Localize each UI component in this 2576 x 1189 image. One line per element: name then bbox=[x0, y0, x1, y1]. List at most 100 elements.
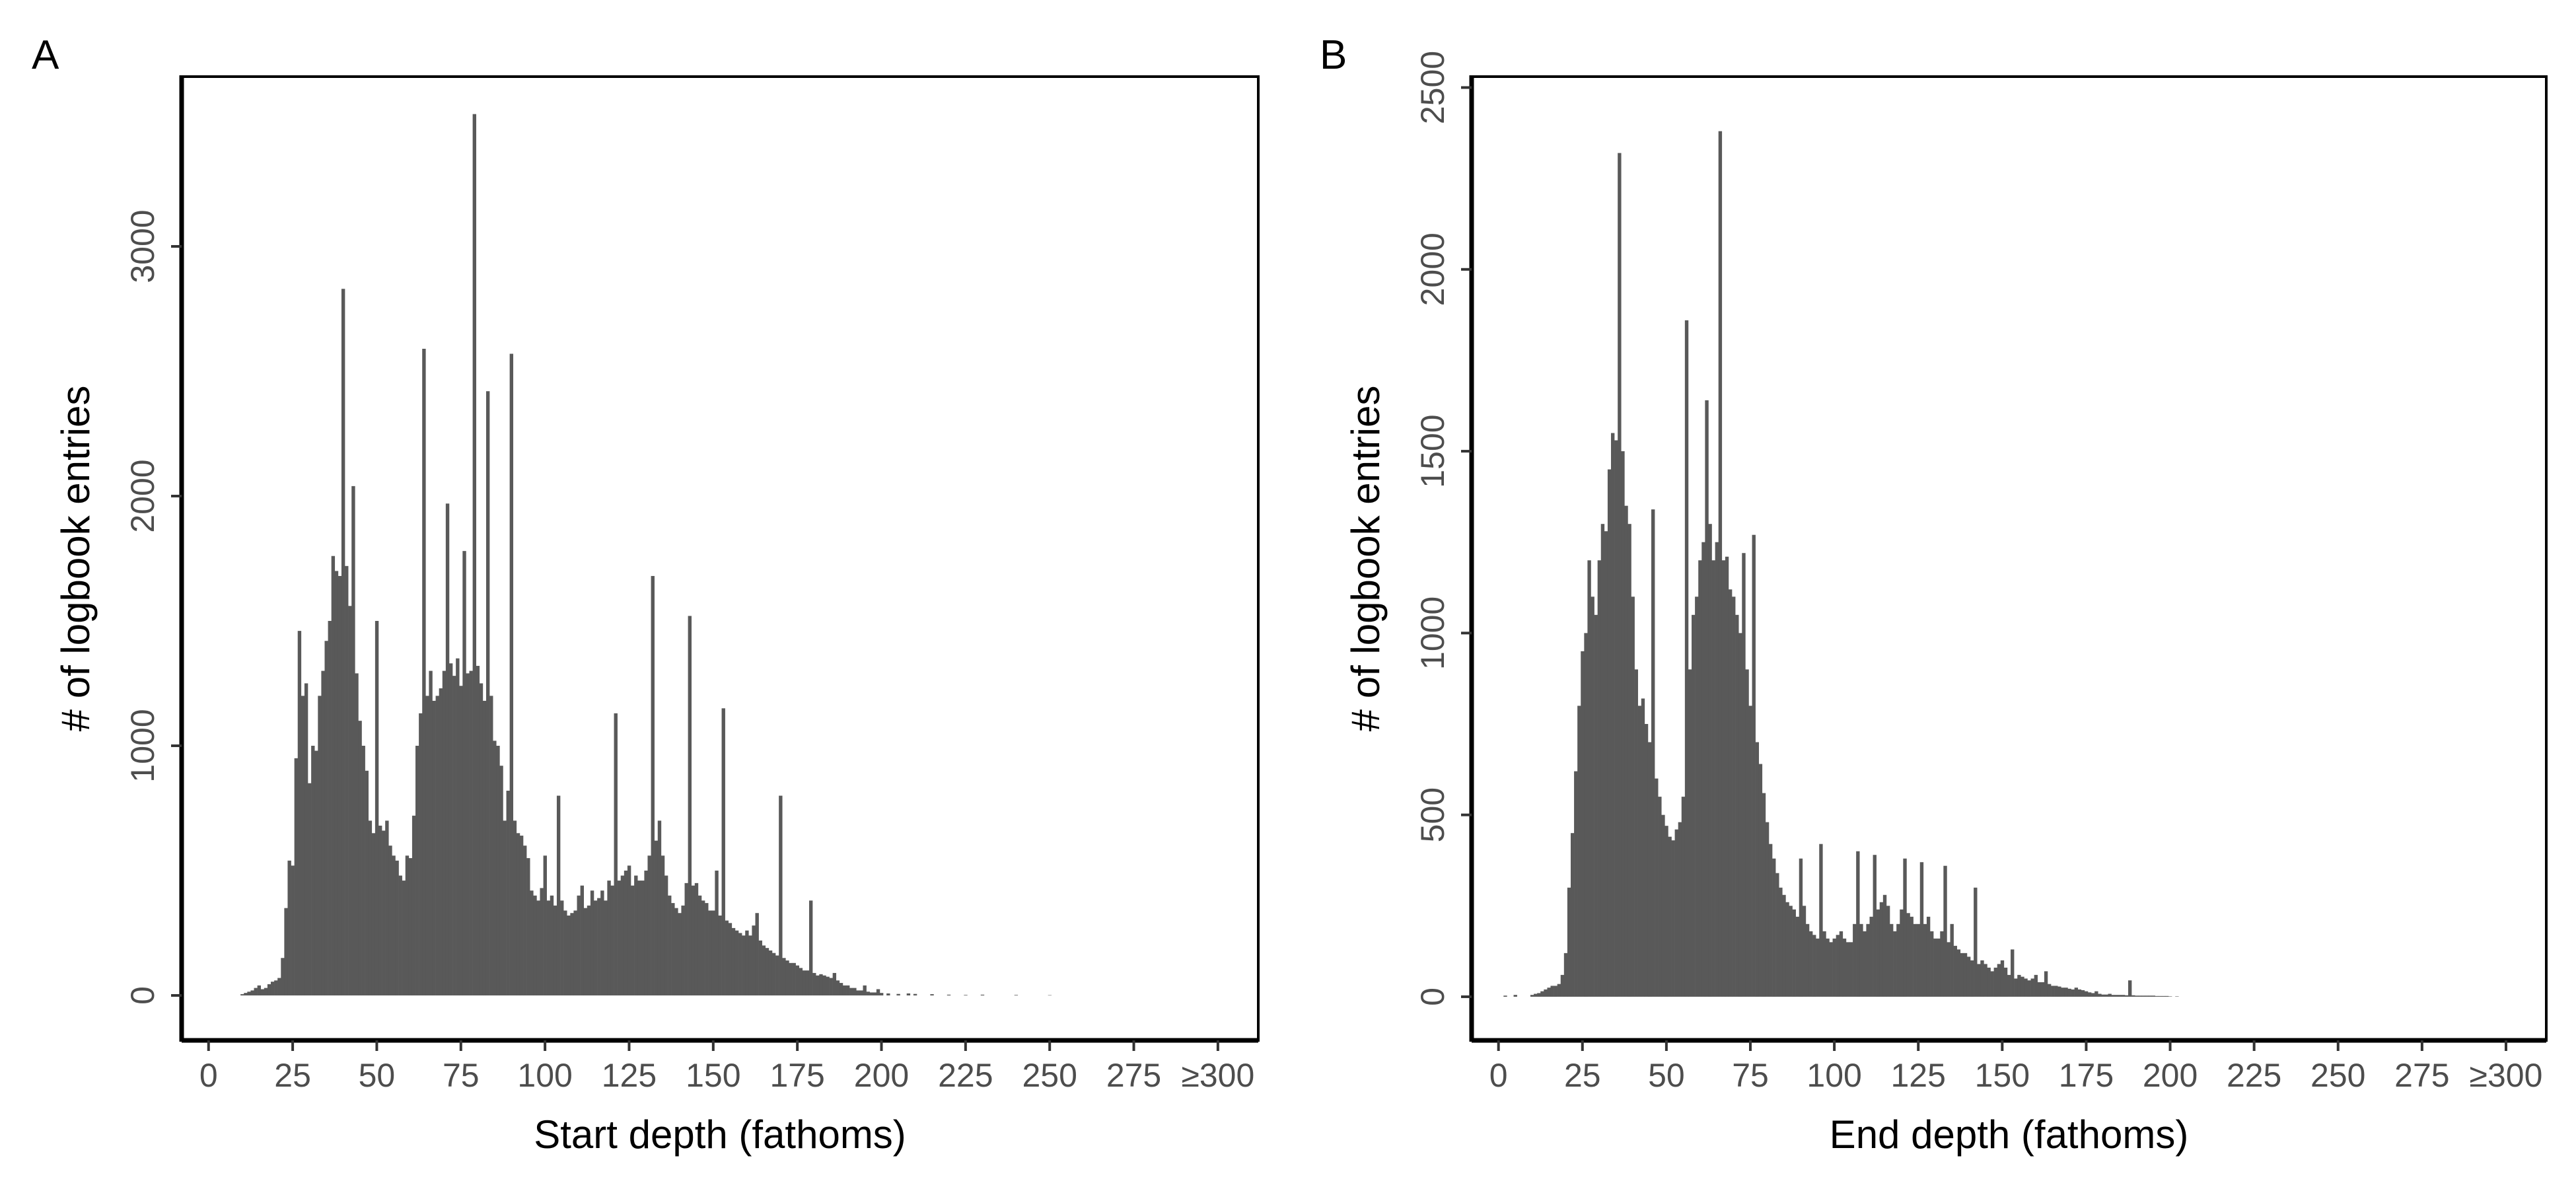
bar bbox=[1671, 840, 1675, 997]
bar bbox=[1953, 945, 1957, 997]
bar bbox=[705, 903, 709, 995]
bar bbox=[274, 980, 278, 995]
bar bbox=[482, 700, 487, 995]
bar bbox=[506, 791, 510, 995]
bar bbox=[240, 994, 244, 995]
bar bbox=[1584, 633, 1588, 997]
bar bbox=[765, 948, 769, 995]
bar bbox=[2017, 974, 2021, 997]
bar bbox=[304, 683, 308, 995]
bar bbox=[805, 970, 810, 995]
bar bbox=[1765, 822, 1770, 997]
bar bbox=[711, 910, 715, 995]
x-tick-label: 125 bbox=[602, 1057, 657, 1094]
bar bbox=[1664, 826, 1668, 997]
bar bbox=[2104, 994, 2108, 997]
bar bbox=[1906, 913, 1910, 997]
bar bbox=[1732, 596, 1736, 997]
bar bbox=[913, 993, 917, 995]
bar bbox=[472, 114, 476, 995]
bar bbox=[1577, 705, 1581, 997]
bar bbox=[694, 883, 699, 995]
bar bbox=[859, 990, 863, 995]
bar bbox=[698, 895, 702, 995]
bar bbox=[1597, 560, 1602, 997]
bar bbox=[1950, 923, 1954, 997]
bar bbox=[651, 575, 655, 995]
bar bbox=[1618, 153, 1622, 997]
bar bbox=[1668, 836, 1672, 997]
bar bbox=[2111, 995, 2115, 997]
bar bbox=[1647, 742, 1652, 997]
bar bbox=[785, 960, 789, 995]
x-tick-label: 25 bbox=[1564, 1057, 1601, 1094]
bar bbox=[1607, 469, 1612, 997]
bar bbox=[435, 696, 439, 995]
bar bbox=[1621, 451, 1625, 997]
bar bbox=[587, 905, 591, 995]
bar bbox=[1591, 596, 1594, 997]
bar bbox=[2128, 980, 2132, 997]
bar bbox=[499, 766, 503, 995]
bar bbox=[287, 860, 291, 995]
bar bbox=[789, 962, 793, 995]
bar bbox=[331, 556, 336, 995]
bar bbox=[294, 758, 299, 995]
bar bbox=[742, 935, 746, 995]
bar bbox=[856, 990, 860, 995]
bar bbox=[1701, 542, 1705, 997]
bar bbox=[553, 905, 557, 995]
bar bbox=[267, 984, 271, 995]
bar bbox=[388, 846, 392, 995]
bar bbox=[1530, 995, 1534, 997]
bar bbox=[382, 830, 386, 995]
bar bbox=[627, 865, 631, 995]
x-tick-label: 275 bbox=[1106, 1057, 1161, 1094]
bars-a bbox=[240, 114, 1052, 996]
bar bbox=[1970, 960, 1974, 997]
bar bbox=[1721, 560, 1726, 997]
bar bbox=[836, 980, 840, 995]
bar bbox=[1631, 596, 1635, 997]
bar bbox=[590, 890, 594, 995]
y-tick-label: 3000 bbox=[124, 209, 161, 283]
x-tick-label: 225 bbox=[938, 1057, 993, 1094]
bar bbox=[708, 910, 712, 995]
bar bbox=[2011, 949, 2015, 997]
bar bbox=[1637, 705, 1642, 997]
bar bbox=[1839, 931, 1843, 997]
y-tick-label: 2500 bbox=[1414, 51, 1451, 124]
bar bbox=[422, 349, 426, 995]
bar bbox=[647, 855, 651, 995]
bar bbox=[644, 870, 648, 995]
bar bbox=[324, 641, 328, 995]
bar bbox=[863, 985, 867, 995]
bar bbox=[1869, 916, 1873, 997]
bar bbox=[819, 974, 823, 995]
bar bbox=[513, 820, 517, 995]
bar bbox=[1048, 995, 1052, 996]
bar bbox=[543, 855, 547, 995]
bar bbox=[1805, 923, 1810, 997]
bar bbox=[338, 575, 342, 995]
bar bbox=[308, 783, 312, 995]
bar bbox=[1782, 894, 1786, 997]
bar bbox=[509, 353, 514, 995]
bar bbox=[637, 881, 641, 995]
bar bbox=[328, 620, 332, 995]
bar bbox=[631, 885, 635, 995]
bar bbox=[2091, 993, 2095, 997]
bar bbox=[254, 988, 258, 995]
bar bbox=[620, 875, 625, 995]
bar bbox=[614, 713, 618, 995]
bar bbox=[1681, 797, 1686, 997]
bar bbox=[812, 972, 816, 995]
bar bbox=[2037, 982, 2042, 997]
bar bbox=[493, 740, 497, 995]
bar bbox=[1943, 865, 1947, 997]
bar bbox=[2074, 988, 2079, 997]
x-tick-label: 0 bbox=[1489, 1057, 1508, 1094]
bar bbox=[1916, 923, 1921, 997]
bar bbox=[452, 676, 456, 995]
bar bbox=[439, 688, 443, 995]
